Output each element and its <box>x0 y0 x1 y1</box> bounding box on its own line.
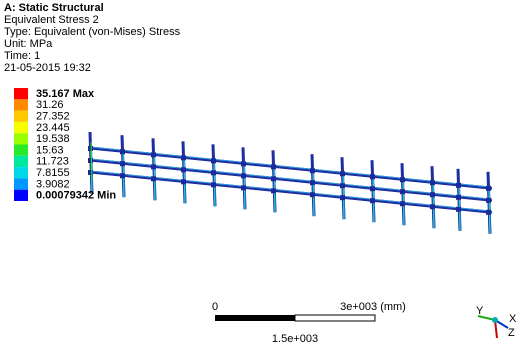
joint <box>181 155 186 160</box>
joint <box>370 174 375 179</box>
legend-swatch <box>14 111 28 122</box>
legend-swatch <box>14 145 28 156</box>
legend-label: 15.63 <box>36 144 64 156</box>
joint <box>340 195 345 200</box>
legend-swatch <box>14 133 28 144</box>
joint <box>456 183 461 188</box>
header-line: Time: 1 <box>4 50 40 62</box>
joint <box>430 204 435 209</box>
scale-segment <box>215 315 295 321</box>
viewport: A: Static Structural 35.167 Max31.2627.3… <box>0 0 523 347</box>
joint <box>211 170 216 175</box>
scale-end: 3e+003 (mm) <box>340 301 406 313</box>
title: A: Static Structural <box>4 2 104 14</box>
joint <box>370 198 375 203</box>
header-line: 21-05-2015 19:32 <box>4 62 91 74</box>
scale-start: 0 <box>212 301 218 313</box>
legend-label: 31.26 <box>36 99 64 111</box>
joint <box>271 188 276 193</box>
joint <box>400 201 405 206</box>
joint <box>310 192 315 197</box>
header-line: Type: Equivalent (von-Mises) Stress <box>4 26 181 38</box>
legend-swatch <box>14 190 28 201</box>
scale-bar: 0 3e+003 (mm) 1.5e+003 <box>212 301 406 345</box>
joint <box>271 164 276 169</box>
origin <box>492 317 498 323</box>
legend-swatch <box>14 88 28 99</box>
legend-label: 3.9082 <box>36 178 70 190</box>
joint <box>486 198 491 203</box>
joint <box>486 186 491 191</box>
joint <box>241 185 246 190</box>
joint <box>430 192 435 197</box>
joint <box>181 167 186 172</box>
joint <box>271 176 276 181</box>
joint <box>456 207 461 212</box>
joint <box>340 171 345 176</box>
legend-label: 23.445 <box>36 122 70 134</box>
legend-label: 0.00079342 Min <box>36 190 116 202</box>
legend-swatch <box>14 156 28 167</box>
x-label: X <box>509 313 517 325</box>
legend-swatch <box>14 178 28 189</box>
joint <box>340 183 345 188</box>
y-label: Y <box>476 305 484 317</box>
legend-label: 19.538 <box>36 133 70 145</box>
joint <box>241 173 246 178</box>
legend-swatch <box>14 122 28 133</box>
legend-label: 7.8155 <box>36 167 70 179</box>
header-line: Equivalent Stress 2 <box>4 14 99 26</box>
legend-label: 27.352 <box>36 111 70 123</box>
joint <box>456 195 461 200</box>
joint <box>181 179 186 184</box>
joint <box>120 149 125 154</box>
joint <box>486 210 491 215</box>
joint <box>120 173 125 178</box>
legend-swatch <box>14 99 28 110</box>
joint <box>211 158 216 163</box>
joint <box>88 146 93 151</box>
joint <box>151 176 156 181</box>
joint <box>310 168 315 173</box>
z-label: Z <box>508 327 515 339</box>
screen: A: Static Structural 35.167 Max31.2627.3… <box>0 0 523 347</box>
triad: Y X Z <box>476 305 517 339</box>
scale-segment <box>295 315 375 321</box>
scale-middle: 1.5e+003 <box>272 333 318 345</box>
legend-label: 35.167 Max <box>36 88 95 100</box>
header-line: Unit: MPa <box>4 38 53 50</box>
joint <box>88 158 93 163</box>
joint <box>430 180 435 185</box>
joint <box>211 182 216 187</box>
legend-label: 11.723 <box>36 156 69 168</box>
joint <box>151 152 156 157</box>
joint <box>400 189 405 194</box>
joint <box>310 180 315 185</box>
joint <box>241 161 246 166</box>
joint <box>151 164 156 169</box>
joint <box>370 186 375 191</box>
model <box>88 132 492 234</box>
joint <box>400 177 405 182</box>
joint <box>120 161 125 166</box>
legend: 35.167 Max31.2627.35223.44519.53815.6311… <box>14 88 116 202</box>
legend-swatch <box>14 167 28 178</box>
